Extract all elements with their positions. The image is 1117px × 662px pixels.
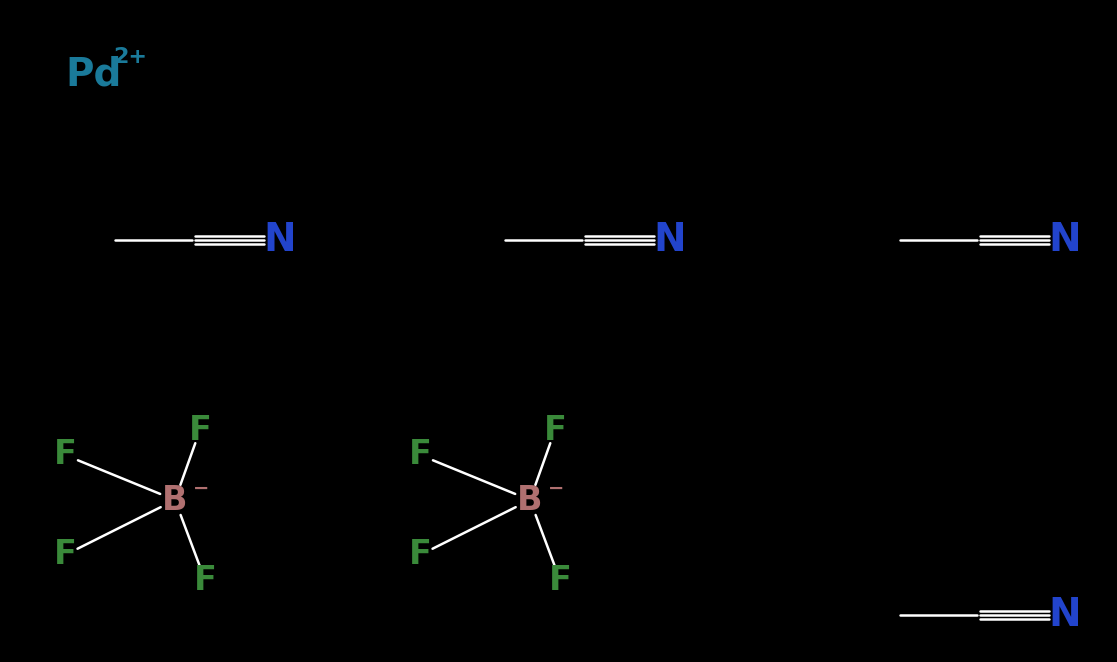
- Text: B: B: [162, 483, 188, 516]
- Text: N: N: [653, 221, 686, 259]
- Text: F: F: [189, 414, 211, 446]
- Text: F: F: [548, 563, 572, 596]
- Text: −: −: [193, 479, 209, 498]
- Text: F: F: [409, 438, 431, 471]
- Text: F: F: [193, 563, 217, 596]
- Text: B: B: [517, 483, 543, 516]
- Text: N: N: [1049, 596, 1081, 634]
- Text: N: N: [1049, 221, 1081, 259]
- Text: N: N: [264, 221, 296, 259]
- Text: Pd: Pd: [65, 55, 122, 93]
- Text: 2+: 2+: [113, 47, 147, 67]
- Text: F: F: [409, 538, 431, 571]
- Text: F: F: [544, 414, 566, 446]
- Text: F: F: [54, 538, 76, 571]
- Text: −: −: [548, 479, 564, 498]
- Text: F: F: [54, 438, 76, 471]
